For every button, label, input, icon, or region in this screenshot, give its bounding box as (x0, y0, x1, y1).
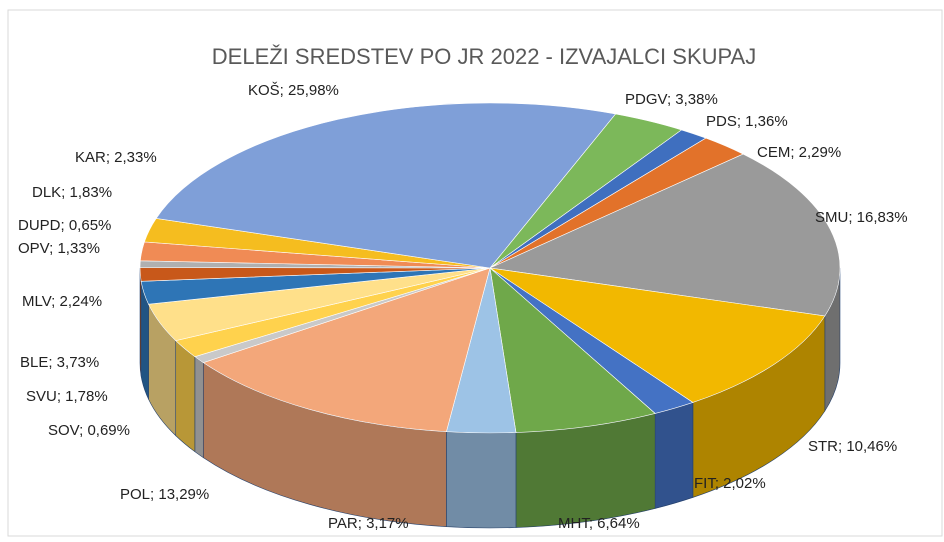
data-label: DLK; 1,83% (32, 184, 112, 201)
data-label: OPV; 1,33% (18, 240, 100, 257)
slice (155, 102, 617, 269)
slice-side-shade (692, 315, 825, 498)
data-label: MHT; 6,64% (558, 515, 640, 532)
data-label: SMU; 16,83% (815, 209, 908, 226)
slice-side-shade (824, 268, 840, 411)
slice (489, 267, 656, 433)
slice-side-shade (148, 304, 176, 436)
slice (488, 153, 841, 317)
data-label: PDS; 1,36% (706, 113, 788, 130)
chart-title: DELEŽI SREDSTEV PO JR 2022 - IZVAJALCI S… (212, 44, 756, 69)
data-label: FIT; 2,02% (694, 475, 766, 492)
data-label: PDGV; 3,38% (625, 91, 718, 108)
slice-side-shade (203, 362, 447, 527)
data-label: STR; 10,46% (808, 438, 897, 455)
data-label: KOŠ; 25,98% (248, 82, 339, 99)
data-label: DUPD; 0,65% (18, 217, 111, 234)
slice-side-shade (175, 340, 195, 452)
slice-side-shade (655, 402, 693, 509)
slice (489, 267, 826, 403)
data-label: POL; 13,29% (120, 486, 209, 503)
slice-side-shade (140, 268, 142, 377)
data-label: KAR; 2,33% (75, 149, 157, 166)
data-label: CEM; 2,29% (757, 144, 841, 161)
slice-side-shade (194, 356, 204, 458)
data-label: SOV; 0,69% (48, 422, 130, 439)
slice (202, 267, 491, 433)
data-label: MLV; 2,24% (22, 293, 102, 310)
slice-side-shade (446, 431, 516, 528)
slice-side-shade (515, 413, 656, 528)
slice-side-shade (141, 281, 149, 400)
data-label: PAR; 3,17% (328, 515, 409, 532)
data-label: BLE; 3,73% (20, 354, 99, 371)
data-label: SVU; 1,78% (26, 388, 108, 405)
